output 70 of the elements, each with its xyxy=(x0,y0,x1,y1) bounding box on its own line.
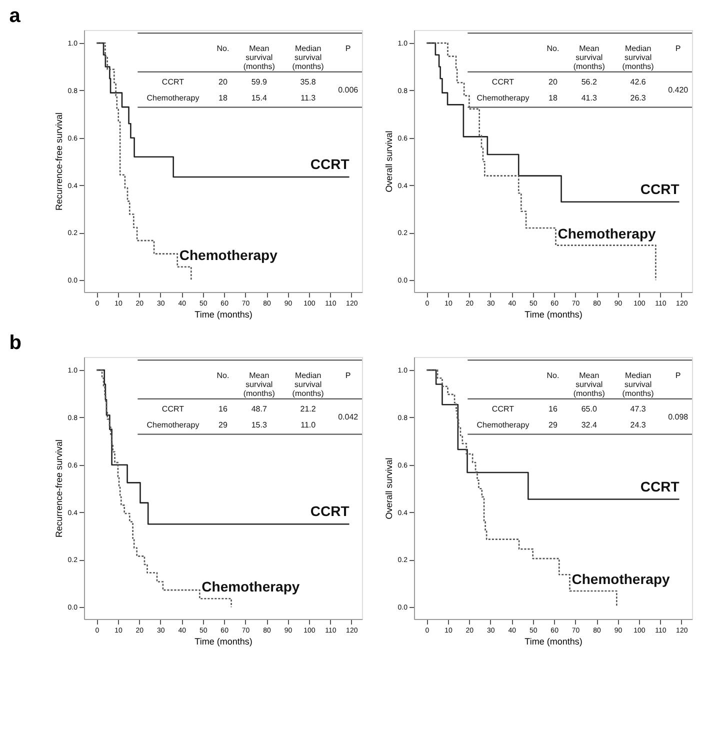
y-axis-title: Recurrence-free survival xyxy=(54,112,64,211)
y-axis-title: Overall survival xyxy=(384,130,394,192)
annotation: 0.006 xyxy=(338,86,359,95)
annotation: No. xyxy=(216,370,230,380)
series-label: CCRT xyxy=(640,180,680,197)
annotation: 16 xyxy=(218,404,228,414)
annotation: 0.042 xyxy=(338,412,359,422)
chart-title: a xyxy=(9,5,22,27)
annotation: 56.2 xyxy=(581,77,598,86)
annotation: 29 xyxy=(218,420,228,430)
annotation: Median survival (months) xyxy=(292,44,324,71)
annotation: 35.8 xyxy=(300,77,316,86)
annotation: P xyxy=(675,44,681,53)
annotation: 59.9 xyxy=(251,77,268,86)
annotation: Chemotherapy xyxy=(476,94,530,103)
annotation: 32.4 xyxy=(581,420,598,430)
annotation: 20 xyxy=(548,77,558,86)
annotation: No. xyxy=(216,44,230,53)
annotation: P xyxy=(345,370,351,380)
annotation: 65.0 xyxy=(581,404,598,414)
series-label: Chemotherapy xyxy=(202,578,300,595)
annotation: 26.3 xyxy=(630,94,646,103)
annotation: Median survival (months) xyxy=(622,370,654,398)
annotation: 15.3 xyxy=(251,420,268,430)
annotation: Chemotherapy xyxy=(146,94,200,103)
y-axis-title: Overall survival xyxy=(384,458,394,520)
x-axis-title: Time (months) xyxy=(524,636,582,646)
annotation: Median survival (months) xyxy=(292,370,324,398)
annotation: CCRT xyxy=(492,77,514,86)
annotation: P xyxy=(345,44,351,53)
annotation: 18 xyxy=(218,94,228,103)
annotation: Median survival (months) xyxy=(622,44,654,71)
x-axis-title: Time (months) xyxy=(194,310,252,320)
annotation: Mean survival (months) xyxy=(573,370,606,398)
x-axis-title: Time (months) xyxy=(524,310,582,320)
annotation: 47.3 xyxy=(630,404,646,414)
annotation: 0.420 xyxy=(668,86,689,95)
series-label: CCRT xyxy=(310,156,350,172)
annotation: 0.098 xyxy=(668,412,689,422)
annotation: Mean survival (months) xyxy=(243,370,276,398)
annotation: 15.4 xyxy=(251,94,268,103)
annotation: 18 xyxy=(548,94,558,103)
annotation: 41.3 xyxy=(581,94,598,103)
annotation: CCRT xyxy=(492,404,514,414)
annotation: 11.3 xyxy=(300,94,316,103)
series-label: Chemotherapy xyxy=(179,246,278,263)
annotation: Chemotherapy xyxy=(476,420,530,430)
annotation: 16 xyxy=(548,404,558,414)
annotation: Chemotherapy xyxy=(146,420,200,430)
annotation: No. xyxy=(546,44,560,53)
annotation: 42.6 xyxy=(630,77,646,86)
annotation: 20 xyxy=(218,77,228,86)
annotation: No. xyxy=(546,370,560,380)
annotation: 11.0 xyxy=(300,420,316,430)
annotation: Mean survival (months) xyxy=(243,44,276,71)
y-axis-title: Recurrence-free survival xyxy=(54,439,64,538)
series-label: Chemotherapy xyxy=(558,225,656,242)
annotation: CCRT xyxy=(162,404,184,414)
series-label: CCRT xyxy=(640,478,680,494)
annotation: Mean survival (months) xyxy=(573,44,606,71)
annotation: 21.2 xyxy=(300,404,316,414)
x-axis-title: Time (months) xyxy=(194,636,252,646)
chart-title: b xyxy=(9,332,22,354)
series-label: CCRT xyxy=(310,503,350,520)
annotation: 48.7 xyxy=(251,404,268,414)
series-label: Chemotherapy xyxy=(572,571,670,588)
annotation: P xyxy=(675,370,681,380)
annotation: CCRT xyxy=(162,77,184,86)
annotation: 24.3 xyxy=(630,420,646,430)
annotation: 29 xyxy=(548,420,558,430)
